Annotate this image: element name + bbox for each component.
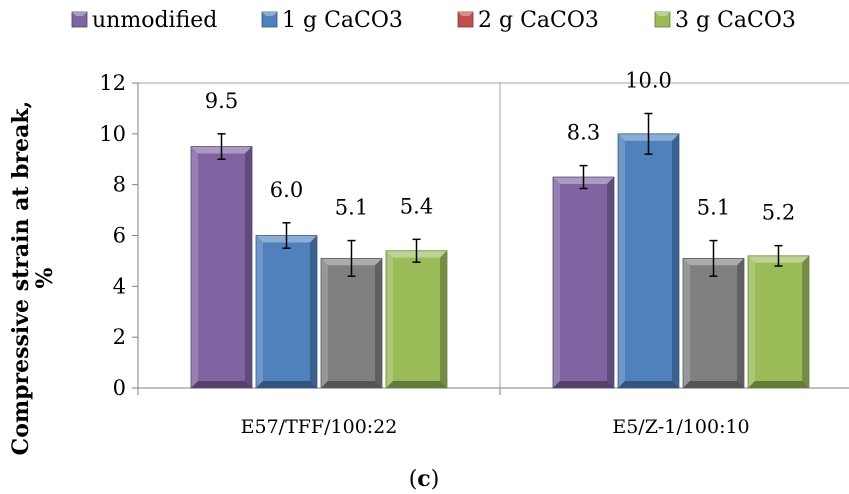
bar [191,134,252,388]
y-axis-title-line2: % [32,267,58,288]
bar-inner [690,265,737,381]
bar-bevel-right [672,134,679,388]
bar-inner [560,184,607,381]
data-label: 5.1 [697,196,730,220]
y-tick-label: 10 [99,122,126,146]
legend-label: 1 g CaCO3 [282,8,403,33]
bar-bevel-left [256,236,263,389]
legend-label: unmodified [92,8,217,33]
bar-bevel-right [440,251,447,388]
data-label: 5.1 [335,196,368,220]
x-category-label: E5/Z-1/100:10 [612,416,749,438]
bar-bevel-right [310,236,317,389]
bar-bevel-bottom [748,381,809,388]
legend: unmodified 1 g CaCO3 2 g CaCO3 3 g CaCO3 [72,8,796,33]
data-label: 5.4 [400,194,433,218]
data-label: 10.0 [625,69,672,93]
bar-bevel-bottom [256,381,317,388]
y-tick-label: 6 [113,224,126,248]
bar [386,239,447,388]
bar-bevel-left [748,256,755,388]
legend-label: 3 g CaCO3 [675,8,796,33]
plot-area: 0 2 4 6 8 10 12 E57/TFF/100:22 E5/Z-1/100:10 9.5… [99,69,849,439]
bar-bevel-bottom [553,381,614,388]
bar-bevel-right [245,147,252,388]
y-tick-label: 4 [113,274,126,298]
y-tick-label: 2 [113,325,126,349]
bar-bevel-bottom [618,381,679,388]
caption-close: ) [431,467,440,492]
bar [748,246,809,388]
legend-item: 3 g CaCO3 [655,8,796,33]
bar-bevel-left [553,177,560,388]
data-label: 8.3 [567,121,600,145]
legend-item: unmodified [72,8,217,33]
legend-item: 2 g CaCO3 [458,8,599,33]
y-tick-label: 8 [113,173,126,197]
bar-inner [755,263,802,381]
bar [553,166,614,388]
bar-bevel-bottom [321,381,382,388]
bar-inner [198,154,245,381]
bar-bevel-left [683,258,690,388]
y-axis-title-line1: Compressive strain at break, [8,101,34,456]
bar-inner [328,265,375,381]
bar [256,223,317,388]
y-axis-title: Compressive strain at break, % [8,101,58,456]
y-tick-label: 0 [113,376,126,400]
bar-inner [393,258,440,381]
bar-bevel-left [618,134,625,388]
figure-caption: (c) [409,466,440,492]
legend-item: 1 g CaCO3 [262,8,403,33]
bar-bevel-left [191,147,198,388]
bar-bevel-right [802,256,809,388]
data-label: 9.5 [205,89,238,113]
caption-open: ( [409,467,418,492]
data-label: 6.0 [270,178,303,202]
bar-inner [263,243,310,382]
legend-label: 2 g CaCO3 [478,8,599,33]
y-tick-label: 12 [99,71,126,95]
bar-bevel-left [386,251,393,388]
bar [683,241,744,388]
bar-bevel-right [737,258,744,388]
caption-letter: c [417,466,430,492]
bar [618,114,679,389]
x-category-label: E57/TFF/100:22 [241,416,398,438]
bar-bevel-left [321,258,328,388]
bar-bevel-bottom [386,381,447,388]
data-label: 5.2 [762,201,795,225]
bar-bevel-bottom [191,381,252,388]
bar-bevel-bottom [683,381,744,388]
bar-bevel-right [375,258,382,388]
bar-bevel-right [607,177,614,388]
bar-inner [625,141,672,381]
bar [321,241,382,388]
